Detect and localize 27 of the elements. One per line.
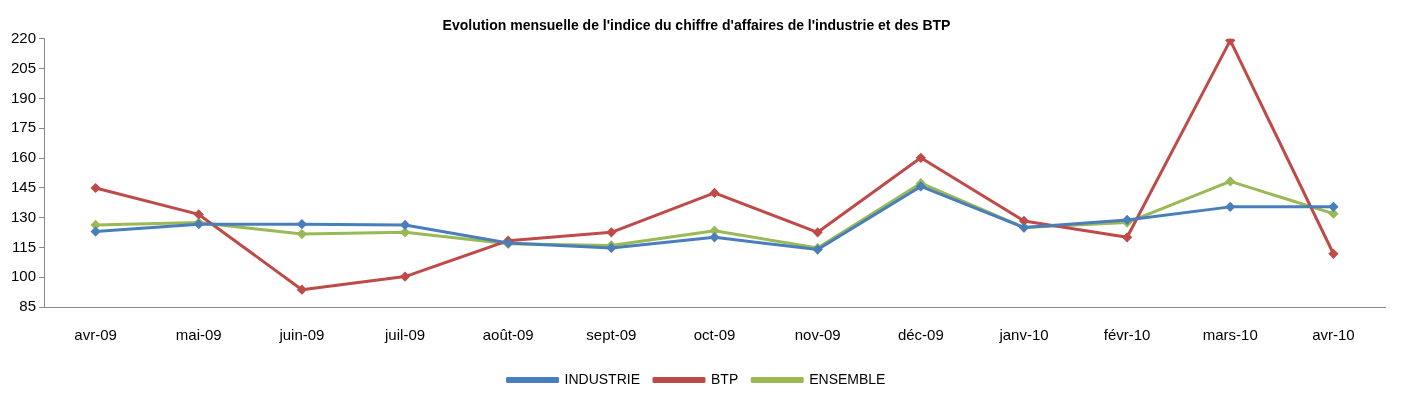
x-tick-label: mai-09: [175, 326, 222, 344]
y-tick-label: 130: [11, 207, 37, 225]
legend-label: INDUSTRIE: [564, 370, 640, 387]
x-tick-label: févr-10: [1103, 326, 1151, 344]
y-tick-label: 205: [11, 58, 37, 76]
legend-label: ENSEMBLE: [809, 370, 886, 387]
x-tick-label: janv-10: [998, 326, 1049, 344]
y-tick-label: 85: [19, 297, 37, 315]
x-tick-label: avr-09: [74, 326, 117, 344]
x-tick-label: déc-09: [897, 326, 944, 344]
x-tick-label: oct-09: [693, 326, 736, 344]
y-tick-label: 160: [11, 148, 37, 166]
x-tick-label: juin-09: [278, 326, 325, 344]
y-tick-label: 100: [11, 267, 37, 285]
y-tick-label: 175: [11, 118, 37, 136]
x-tick-label: avr-10: [1312, 326, 1355, 344]
y-tick-label: 145: [11, 177, 37, 195]
x-tick-label: sept-09: [586, 326, 637, 344]
chart-title: Evolution mensuelle de l'indice du chiffre d'affaires de l'industrie et des BTP: [442, 17, 951, 34]
x-tick-label: mars-10: [1202, 326, 1258, 344]
x-tick-label: nov-09: [794, 326, 841, 344]
y-tick-label: 220: [11, 28, 37, 46]
y-tick-label: 115: [12, 237, 37, 255]
legend-label: BTP: [710, 370, 739, 387]
y-tick-label: 190: [11, 88, 37, 106]
x-tick-label: août-09: [482, 326, 534, 344]
x-tick-label: juil-09: [384, 326, 426, 344]
